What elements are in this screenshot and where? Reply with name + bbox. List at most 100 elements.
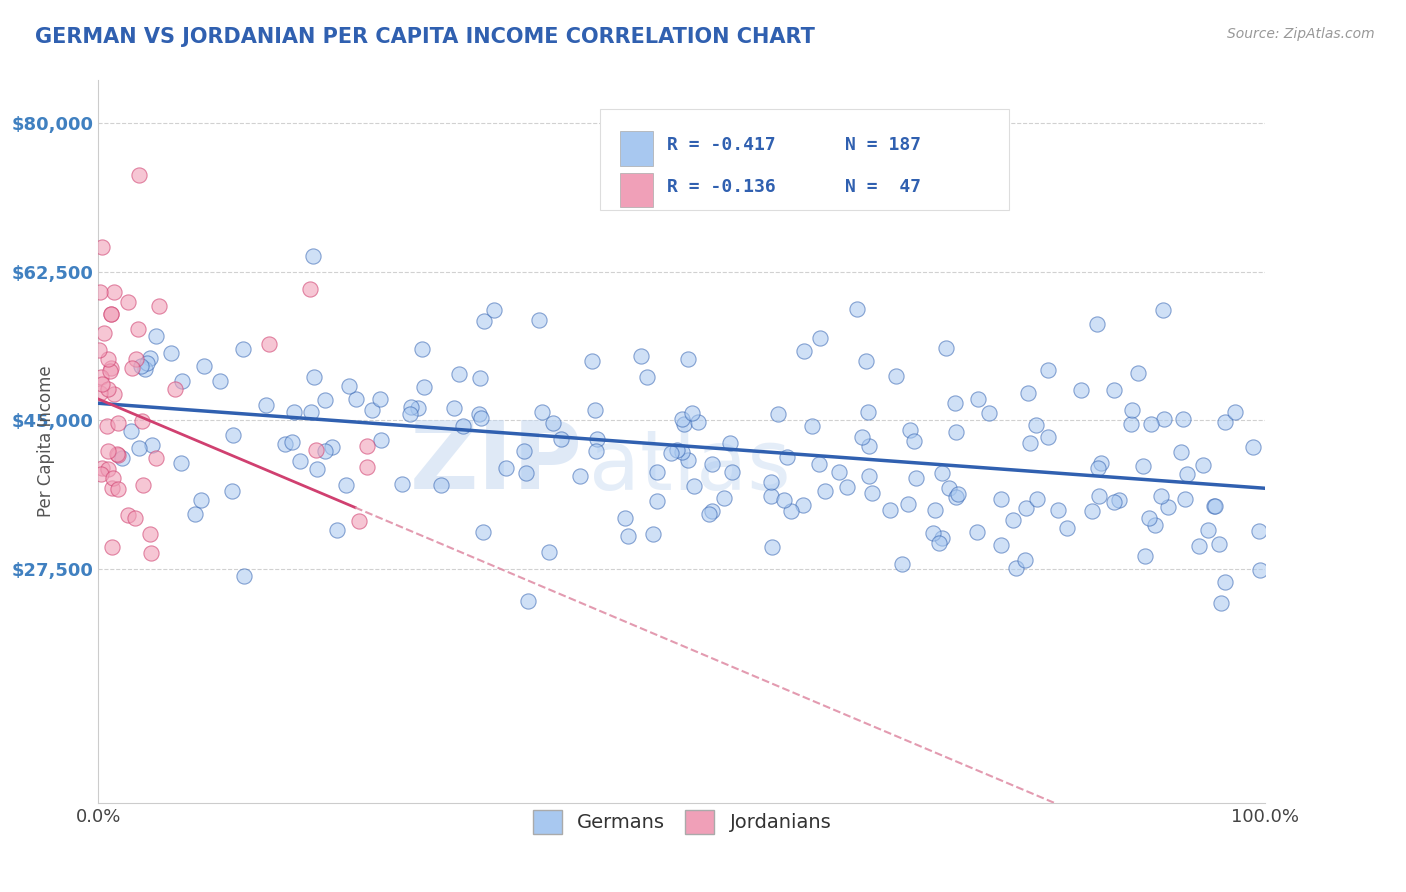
- Point: [990, 538, 1012, 552]
- Point: [453, 419, 475, 434]
- FancyBboxPatch shape: [620, 173, 652, 208]
- Point: [931, 531, 953, 545]
- Point: [90, 467, 112, 482]
- Point: [759, 489, 782, 503]
- Point: [945, 490, 967, 504]
- Point: [1121, 403, 1143, 417]
- Point: [1211, 596, 1233, 610]
- Point: [517, 594, 540, 608]
- Text: atlas: atlas: [589, 426, 790, 508]
- Point: [302, 369, 325, 384]
- Point: [298, 283, 321, 297]
- Point: [581, 354, 603, 368]
- Point: [1208, 536, 1230, 550]
- Point: [697, 508, 720, 522]
- Point: [1046, 502, 1069, 516]
- Point: [1108, 492, 1130, 507]
- Point: [1121, 417, 1143, 431]
- Point: [87, 343, 110, 357]
- Text: Per Capita Income: Per Capita Income: [37, 366, 55, 517]
- Point: [121, 361, 143, 376]
- Point: [569, 468, 592, 483]
- Point: [666, 442, 689, 457]
- Point: [443, 401, 465, 416]
- Point: [100, 361, 122, 376]
- Point: [1002, 513, 1025, 527]
- Point: [139, 546, 162, 560]
- Point: [967, 392, 990, 406]
- Point: [170, 374, 193, 388]
- Legend: Germans, Jordanians: Germans, Jordanians: [523, 800, 841, 844]
- Point: [1005, 561, 1028, 575]
- Point: [90, 370, 112, 384]
- Point: [898, 424, 921, 438]
- Point: [145, 450, 167, 465]
- Point: [120, 424, 142, 438]
- Point: [170, 457, 193, 471]
- Point: [97, 383, 120, 397]
- Point: [148, 299, 170, 313]
- Point: [530, 405, 553, 419]
- Point: [1036, 363, 1059, 377]
- Point: [302, 249, 325, 263]
- Point: [193, 359, 215, 374]
- Point: [399, 407, 422, 421]
- Point: [184, 508, 207, 522]
- Point: [1150, 489, 1173, 503]
- Point: [1135, 549, 1157, 563]
- Point: [1197, 523, 1219, 537]
- Point: [1019, 436, 1042, 450]
- Point: [97, 351, 120, 366]
- Point: [686, 416, 709, 430]
- Point: [314, 444, 336, 458]
- Point: [856, 405, 879, 419]
- Point: [107, 417, 129, 431]
- Point: [468, 407, 491, 421]
- Text: R = -0.136: R = -0.136: [666, 178, 776, 195]
- Point: [862, 485, 884, 500]
- Point: [1157, 500, 1180, 515]
- Point: [676, 352, 699, 367]
- Point: [879, 503, 901, 517]
- Point: [1249, 563, 1271, 577]
- Point: [773, 492, 796, 507]
- Point: [681, 406, 703, 420]
- Point: [585, 444, 607, 458]
- Point: [1025, 418, 1047, 433]
- Point: [671, 411, 693, 425]
- Point: [97, 444, 120, 458]
- Point: [1170, 445, 1192, 459]
- Point: [700, 457, 723, 471]
- Point: [928, 536, 950, 550]
- Point: [131, 413, 153, 427]
- Point: [659, 446, 682, 460]
- Point: [321, 441, 343, 455]
- Point: [835, 480, 858, 494]
- Point: [1015, 501, 1038, 516]
- Point: [127, 321, 149, 335]
- Point: [1173, 411, 1195, 425]
- Point: [1088, 489, 1111, 503]
- Point: [391, 477, 413, 491]
- Point: [515, 467, 537, 481]
- Point: [222, 428, 245, 442]
- Point: [851, 430, 873, 444]
- Text: Source: ZipAtlas.com: Source: ZipAtlas.com: [1227, 27, 1375, 41]
- Point: [761, 540, 783, 554]
- Point: [290, 454, 312, 468]
- Point: [368, 392, 391, 407]
- Point: [1144, 517, 1167, 532]
- Point: [1132, 458, 1154, 473]
- Point: [792, 498, 814, 512]
- Point: [344, 392, 367, 407]
- FancyBboxPatch shape: [600, 109, 1008, 211]
- Point: [513, 443, 536, 458]
- Point: [129, 359, 152, 373]
- Point: [430, 478, 453, 492]
- Point: [370, 433, 392, 447]
- Point: [1026, 491, 1049, 506]
- Point: [935, 341, 957, 355]
- Point: [678, 452, 700, 467]
- Point: [468, 371, 491, 385]
- Point: [1126, 366, 1149, 380]
